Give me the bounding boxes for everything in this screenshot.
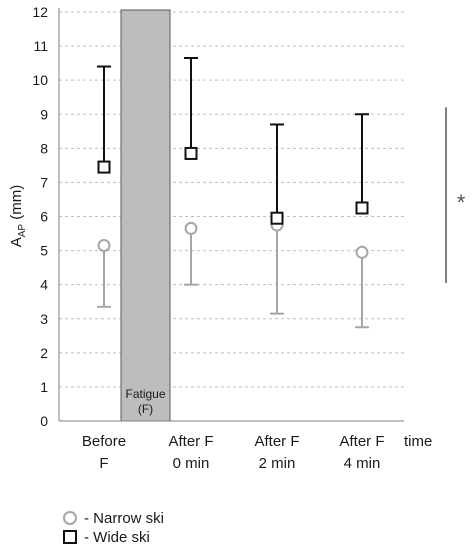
fatigue-band-label: Fatigue — [125, 387, 165, 401]
x-tick-label: 4 min — [344, 455, 381, 472]
narrow-point — [355, 245, 369, 259]
x-tick-label: 2 min — [259, 455, 296, 472]
fatigue-band: Fatigue(F) — [120, 9, 171, 422]
y-tick-label: 5 — [40, 243, 48, 259]
y-tick-label: 7 — [40, 174, 48, 190]
legend-item-wide: - Wide ski — [62, 527, 150, 547]
annotations: * — [445, 107, 466, 283]
x-axis-label: time — [404, 433, 432, 450]
legend-label-narrow: - Narrow ski — [84, 509, 165, 527]
x-tick-label: After F — [339, 433, 384, 450]
y-tick-label: 11 — [33, 38, 48, 54]
x-tick-label: After F — [254, 433, 299, 450]
legend-item-narrow: - Narrow ski — [62, 508, 164, 528]
square-marker-icon — [63, 530, 77, 544]
gridlines — [59, 11, 404, 388]
x-tick-label: 0 min — [173, 455, 210, 472]
y-tick-label: 4 — [40, 277, 48, 293]
y-tick-label: 12 — [32, 4, 48, 20]
wide-point — [355, 201, 369, 215]
circle-marker-icon — [63, 511, 77, 525]
y-tick-label: 10 — [32, 72, 48, 88]
y-tick-label: 3 — [40, 311, 48, 327]
series-layer — [97, 57, 369, 329]
narrow-point — [184, 221, 198, 235]
wide-point — [270, 211, 284, 225]
legend-label-wide: - Wide ski — [84, 528, 150, 546]
narrow-point — [97, 238, 111, 252]
y-tick-label: 8 — [40, 140, 48, 156]
y-tick-label: 9 — [40, 106, 48, 122]
y-tick-label: 0 — [40, 413, 48, 429]
wide-point — [97, 160, 111, 174]
fatigue-band-rect — [120, 9, 171, 422]
y-tick-label: 1 — [40, 379, 48, 395]
x-tick-label: Before — [82, 433, 126, 450]
significance-star: * — [457, 190, 466, 215]
y-tick-label: 6 — [40, 209, 48, 225]
wide-point — [184, 146, 198, 160]
x-tick-label: After F — [168, 433, 213, 450]
fatigue-band-label: (F) — [138, 402, 153, 416]
chart: Fatigue(F) 0123456789101112BeforeFAfter … — [8, 4, 466, 472]
y-tick-label: 2 — [40, 345, 48, 361]
y-axis-label: AAP (mm) — [8, 185, 28, 248]
x-tick-label: F — [99, 455, 108, 472]
